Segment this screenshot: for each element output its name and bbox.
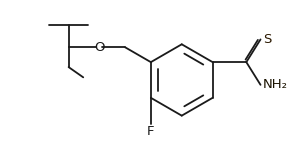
Text: S: S [263, 33, 271, 46]
Text: F: F [147, 125, 155, 138]
Text: NH₂: NH₂ [262, 78, 287, 91]
Text: O: O [94, 41, 105, 54]
